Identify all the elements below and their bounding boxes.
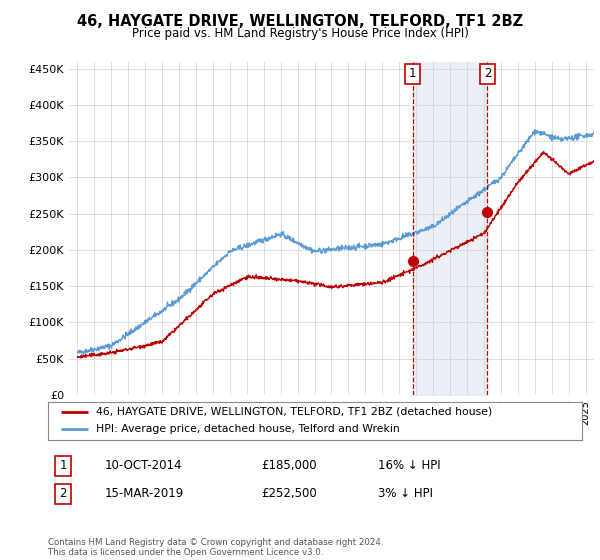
Text: 10-OCT-2014: 10-OCT-2014 [105, 459, 182, 473]
Text: 16% ↓ HPI: 16% ↓ HPI [378, 459, 440, 473]
Text: 1: 1 [409, 67, 416, 81]
Text: £252,500: £252,500 [261, 487, 317, 501]
Text: 1: 1 [59, 459, 67, 473]
Text: Contains HM Land Registry data © Crown copyright and database right 2024.
This d: Contains HM Land Registry data © Crown c… [48, 538, 383, 557]
Text: £185,000: £185,000 [261, 459, 317, 473]
Text: 2: 2 [484, 67, 491, 81]
Text: 3% ↓ HPI: 3% ↓ HPI [378, 487, 433, 501]
Text: 46, HAYGATE DRIVE, WELLINGTON, TELFORD, TF1 2BZ (detached house): 46, HAYGATE DRIVE, WELLINGTON, TELFORD, … [96, 407, 493, 417]
Text: Price paid vs. HM Land Registry's House Price Index (HPI): Price paid vs. HM Land Registry's House … [131, 27, 469, 40]
Text: HPI: Average price, detached house, Telford and Wrekin: HPI: Average price, detached house, Telf… [96, 424, 400, 435]
Text: 15-MAR-2019: 15-MAR-2019 [105, 487, 184, 501]
Text: 46, HAYGATE DRIVE, WELLINGTON, TELFORD, TF1 2BZ: 46, HAYGATE DRIVE, WELLINGTON, TELFORD, … [77, 14, 523, 29]
Text: 2: 2 [59, 487, 67, 501]
